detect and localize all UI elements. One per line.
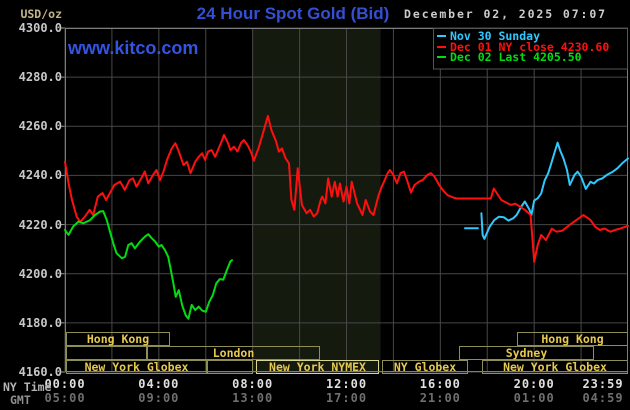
- plot-border: [65, 28, 628, 372]
- session-box: [147, 346, 320, 360]
- session-box: [66, 346, 147, 360]
- series-line-nov-30: [480, 141, 629, 240]
- session-box: [207, 360, 253, 374]
- session-box: [382, 360, 468, 374]
- y-axis-units-label: USD/oz: [20, 7, 62, 21]
- kitco-link[interactable]: www.kitco.com: [68, 38, 199, 58]
- series-line-dec-02: [64, 210, 233, 320]
- gmt-axis-label: GMT: [10, 393, 31, 407]
- session-box: [459, 346, 594, 360]
- legend-box: [433, 28, 628, 70]
- session-box: [256, 360, 379, 374]
- nymex-session-band: [251, 28, 381, 372]
- ny-time-axis-label: NY Time: [3, 380, 52, 394]
- series-line-dec-01: [64, 115, 629, 263]
- session-box: [66, 360, 207, 374]
- datetime-label: December 02, 2025 07:07: [404, 7, 607, 21]
- page-title: 24 Hour Spot Gold (Bid): [196, 4, 390, 23]
- session-box: [66, 332, 170, 346]
